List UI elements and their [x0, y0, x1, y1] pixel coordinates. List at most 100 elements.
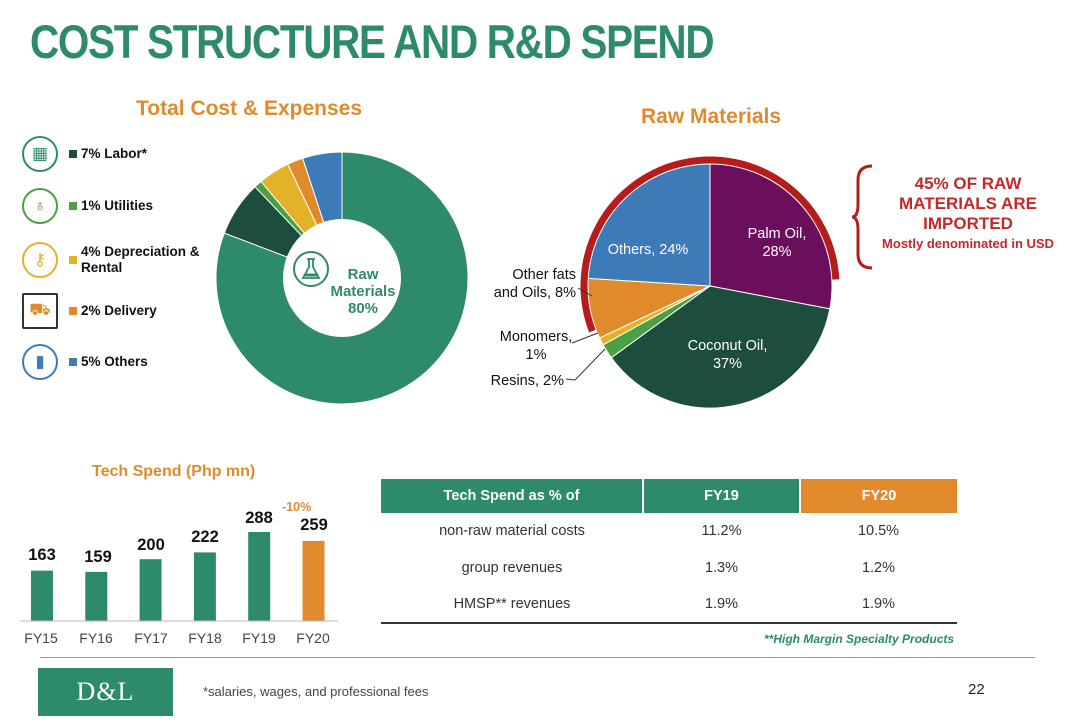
- table-cell: 10.5%: [857, 523, 900, 540]
- bar-value-fy15: 163: [28, 546, 56, 564]
- legend-swatch: [69, 358, 77, 366]
- pie-slice-others: [587, 163, 711, 287]
- legend-item-utilities: ♁ 1% Utilities: [22, 186, 153, 226]
- pie-label-line: Monomers,: [499, 329, 573, 345]
- logo-text: D&L: [76, 677, 135, 706]
- table-cell: HMSP** revenues: [381, 586, 643, 624]
- donut-center-line: Materials: [330, 283, 396, 300]
- pie-label-other-fats: Other fats and Oils, 8%: [476, 266, 576, 302]
- pie-label-monomers: Monomers, 1%: [490, 328, 582, 364]
- legend-swatch: [69, 202, 77, 210]
- legend-swatch: [69, 256, 77, 264]
- bar-chart-icon: ▮: [22, 344, 58, 380]
- bar-category-fy19: FY19: [242, 630, 276, 646]
- pie-label-line: 37%: [712, 356, 743, 372]
- legend-label: 2% Delivery: [81, 303, 157, 318]
- pie-label-line: 28%: [762, 244, 792, 260]
- callout-line: 45% OF RAW: [914, 174, 1022, 193]
- table-footnote: **High Margin Specialty Products: [764, 632, 955, 646]
- pie-label-palm-oil: Palm Oil, 28%: [735, 225, 819, 261]
- legend-label: 7% Labor*: [81, 146, 148, 161]
- bar-value-fy20: 259: [300, 516, 328, 534]
- imported-highlight-arc: [580, 156, 840, 333]
- building-icon: ▦: [22, 136, 58, 172]
- callout-brace: [851, 164, 873, 270]
- bar-category-fy15: FY15: [24, 630, 58, 646]
- tech-spend-bars: [31, 532, 325, 621]
- pie-label-line: 1%: [525, 347, 547, 363]
- bar-value-fy18: 222: [191, 528, 219, 546]
- pie-label-resins: Resins, 2%: [464, 372, 564, 390]
- tech-spend-table: Tech Spend as % of FY19 FY20 non-raw mat…: [381, 479, 957, 624]
- pie-label-line: Coconut Oil,: [687, 338, 768, 354]
- donut-center-line: Raw: [347, 266, 379, 283]
- table-row: HMSP** revenues 1.9% 1.9%: [381, 586, 957, 624]
- legend-label: 5% Others: [81, 354, 148, 369]
- table-cell: 1.3%: [704, 559, 739, 576]
- pie-label-line: Other fats: [512, 267, 576, 283]
- bar-fy16: [85, 571, 108, 621]
- bar-fy17: [139, 559, 162, 621]
- bar-category-fy20: FY20: [296, 630, 330, 646]
- legend-label: 1% Utilities: [81, 198, 154, 213]
- flask-icon: [293, 251, 329, 287]
- bar-fy15: [31, 570, 53, 621]
- imported-callout: 45% OF RAW MATERIALS ARE IMPORTED Mostly…: [868, 174, 1068, 252]
- legend-item-delivery: ⛟ 2% Delivery: [22, 291, 157, 331]
- legend-item-depreciation: ⚷ 4% Depreciation & Rental: [22, 240, 211, 280]
- lightbulb-icon: ♁: [22, 188, 58, 224]
- total-cost-title: Total Cost & Expenses: [136, 97, 362, 120]
- legend-item-others: ▮ 5% Others: [22, 342, 148, 382]
- pie-label-others: Others, 24%: [598, 241, 698, 259]
- footnote: *salaries, wages, and professional fees: [203, 684, 429, 699]
- legend-item-labor: ▦ 7% Labor*: [22, 134, 147, 174]
- page-number: 22: [968, 681, 985, 698]
- pie-label-line: Palm Oil,: [747, 226, 807, 242]
- raw-materials-pie: [587, 163, 833, 409]
- pie-label-line: and Oils, 8%: [493, 285, 576, 301]
- table-header-row: Tech Spend as % of FY19 FY20: [381, 479, 957, 513]
- callout-subtext: Mostly denominated in USD: [882, 236, 1054, 251]
- table-cell: 1.2%: [861, 559, 896, 576]
- leader-lines: [565, 287, 606, 381]
- bar-category-fy17: FY17: [134, 630, 168, 646]
- table-cell: group revenues: [461, 559, 563, 576]
- table-header-cell: Tech Spend as % of: [381, 479, 644, 513]
- bar-value-fy16: 159: [84, 548, 112, 566]
- pie-slice-coconut-oil: [610, 285, 831, 409]
- table-cell: 1.9%: [800, 586, 957, 624]
- page-title: COST STRUCTURE AND R&D SPEND: [30, 15, 715, 68]
- bar-value-fy19: 288: [245, 509, 273, 527]
- bar-category-fy16: FY16: [79, 630, 113, 646]
- footer-divider: [40, 657, 1035, 658]
- pie-label-line: Others, 24%: [607, 242, 689, 258]
- pie-label-line: Resins, 2%: [490, 373, 564, 389]
- table-row: non-raw material costs 11.2% 10.5%: [381, 513, 957, 550]
- keys-icon: ⚷: [22, 242, 58, 278]
- raw-materials-title: Raw Materials: [641, 105, 782, 128]
- table-cell: 11.2%: [701, 523, 742, 540]
- bar-value-fy17: 200: [137, 536, 165, 554]
- donut-center-label: Raw Materials 80%: [330, 266, 396, 317]
- donut-slice-raw-materials: [215, 151, 469, 405]
- legend-swatch: [69, 150, 77, 158]
- bar-fy18: [193, 552, 216, 621]
- table-row: group revenues 1.3% 1.2%: [381, 550, 957, 587]
- callout-line: IMPORTED: [923, 214, 1013, 233]
- legend-label: 4% Depreciation & Rental: [81, 244, 200, 275]
- tech-spend-title: Tech Spend (Php mn): [92, 463, 256, 480]
- table-header-cell: FY19: [643, 479, 801, 513]
- truck-icon: ⛟: [22, 293, 58, 329]
- table-cell: non-raw material costs: [439, 523, 585, 540]
- donut-hole: [283, 219, 401, 337]
- bar-change-annotation: -10%: [282, 500, 312, 514]
- legend-swatch: [69, 307, 77, 315]
- company-logo: D&L: [38, 668, 173, 716]
- bar-fy19: [248, 532, 271, 621]
- bar-fy20: [302, 540, 325, 621]
- pie-slice-palm-oil: [709, 163, 833, 310]
- bar-category-fy18: FY18: [188, 630, 222, 646]
- table-header-cell: FY20: [800, 479, 957, 513]
- donut-center-line: 80%: [347, 300, 379, 317]
